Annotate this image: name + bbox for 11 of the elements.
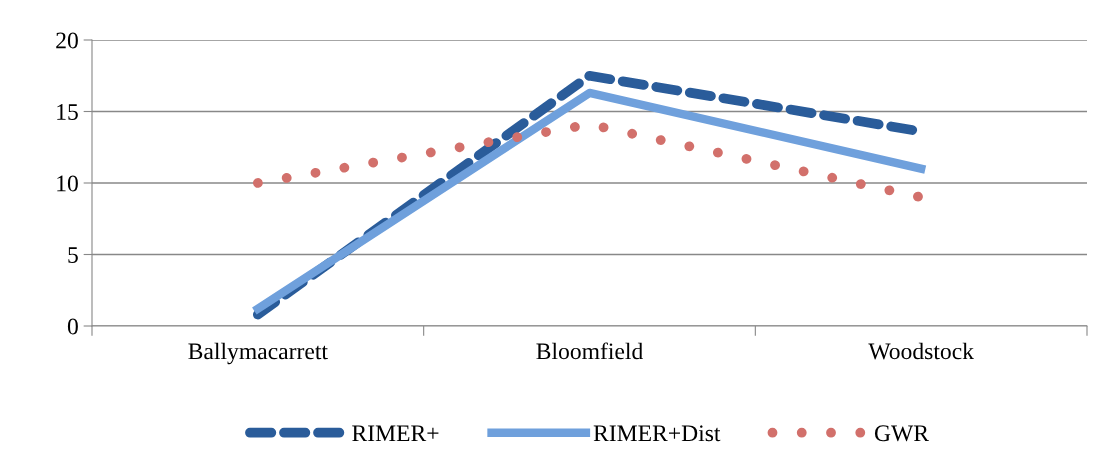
x-tick-label: Woodstock bbox=[868, 342, 974, 360]
x-tick-label: Ballymacarrett bbox=[188, 342, 328, 365]
y-tick-label: 5 bbox=[68, 247, 78, 263]
legend-label: RIMER+ bbox=[352, 425, 439, 441]
legend-label: GWR bbox=[874, 425, 930, 442]
y-tick-label: 15 bbox=[57, 104, 78, 120]
legend-label: RIMER+Dist bbox=[593, 425, 721, 442]
y-tick-label: 10 bbox=[57, 175, 78, 192]
x-tick-label: Bloomfield bbox=[536, 342, 643, 360]
y-tick-label: 20 bbox=[56, 32, 78, 49]
y-tick-label: 0 bbox=[67, 318, 78, 335]
